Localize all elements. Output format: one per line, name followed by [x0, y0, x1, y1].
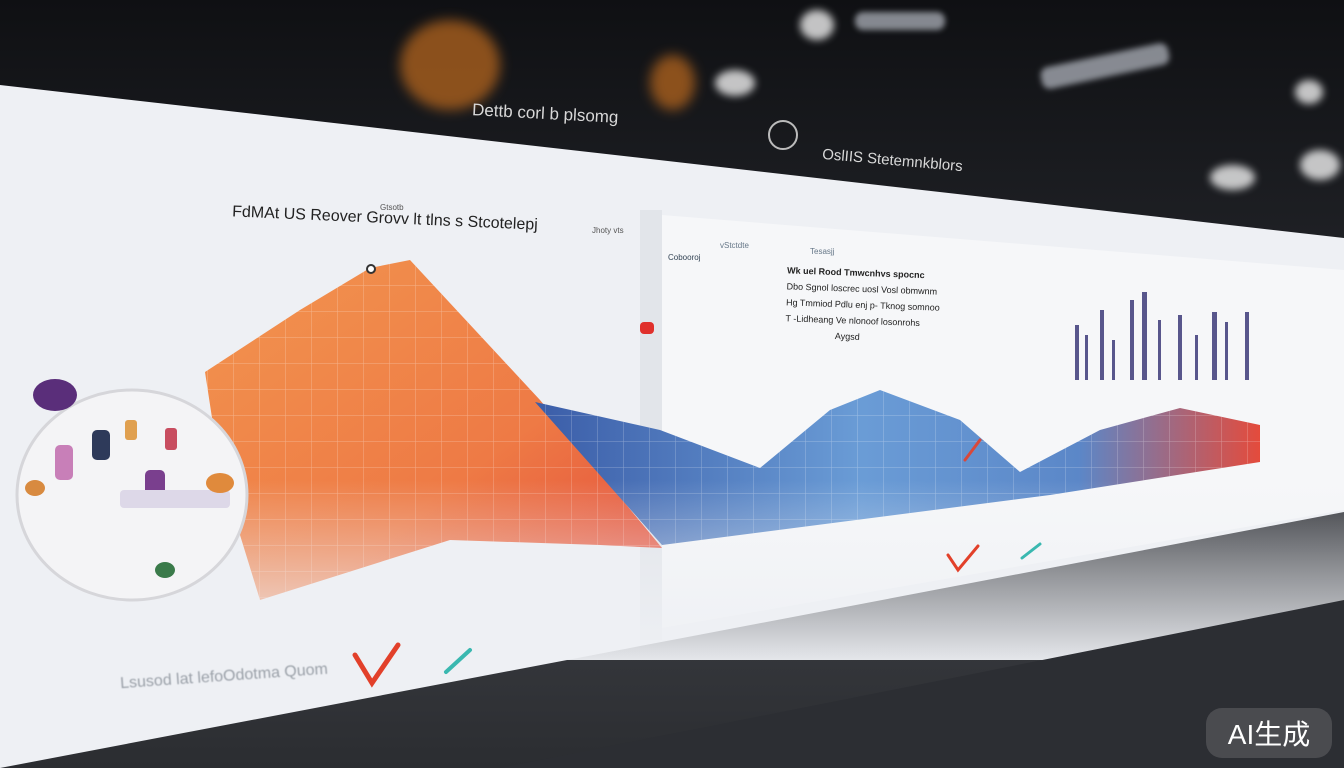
ceiling-light [1295, 80, 1323, 104]
right-panel-text-block: Wk uel Rood Tmwcnhvs spocnc Dbo Sgnol lo… [785, 262, 941, 347]
peak-point [366, 264, 376, 274]
plant-decor [650, 55, 695, 110]
right-panel-label: vStctdte [720, 241, 749, 250]
left-panel-right-label: Jhoty vts [592, 226, 624, 235]
ceiling-light [1210, 165, 1255, 190]
ceiling-light [800, 10, 834, 40]
people-figures [25, 379, 234, 578]
left-panel-small-label: Gtsotb [380, 203, 404, 212]
ai-generated-watermark: AI生成 [1206, 708, 1332, 758]
ceiling-light [715, 70, 755, 96]
check-mark-icon [946, 544, 980, 573]
pen-stroke-icon [963, 438, 982, 462]
power-icon[interactable] [768, 120, 798, 150]
red-marker [640, 322, 654, 334]
right-panel-label: Cobooroj [668, 253, 701, 262]
ceiling-light [1300, 150, 1340, 180]
ceiling-light [855, 12, 945, 30]
laptop-edge [500, 600, 1344, 768]
purple-bars [1075, 292, 1249, 380]
plant-decor [400, 20, 500, 110]
check-mark-icon [352, 642, 401, 688]
pen-stroke-icon [444, 648, 472, 674]
right-panel-label: Tesasjj [810, 247, 835, 256]
pen-stroke-icon [1020, 542, 1042, 560]
